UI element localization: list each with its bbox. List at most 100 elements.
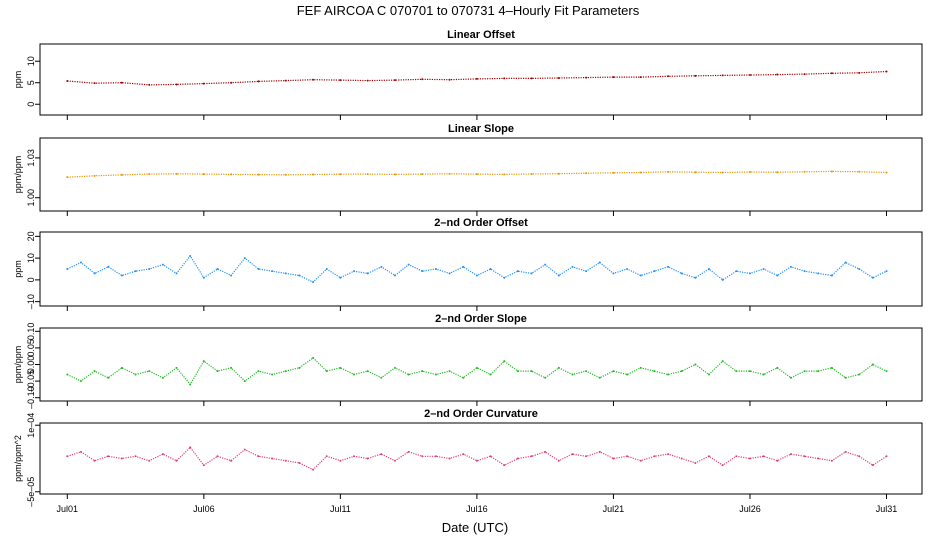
panel-title: 2–nd Order Offset [434,217,528,229]
y-tick-label: –5e–05 [26,477,36,507]
data-point [858,373,861,376]
data-point [475,274,478,277]
data-point [134,270,137,273]
x-axis-label: Date (UTC) [442,520,508,535]
data-point [434,268,437,270]
data-point [380,376,383,379]
data-point [667,170,670,173]
data-point [353,373,356,376]
x-tick-label: Jul31 [876,504,898,514]
data-point [298,274,301,277]
data-point [858,170,861,173]
data-point [339,459,342,462]
data-point [571,265,574,268]
data-point [721,171,724,174]
data-point [393,274,396,277]
data-point [66,80,69,83]
data-point [189,383,192,386]
data-point [885,455,888,458]
panel-4: 2–nd Order Slope ppm/ppm–0.10–0.050.000.0… [13,313,923,409]
data-point [79,380,82,383]
data-point [312,78,315,81]
data-point [708,268,711,270]
data-point [817,272,820,275]
data-point [503,77,506,80]
data-point [830,72,833,75]
plot-frame [39,327,923,402]
data-point [257,173,260,176]
data-point [134,373,137,376]
data-point [434,373,437,376]
data-point [366,79,369,82]
data-point [516,457,519,460]
data-point [612,76,615,79]
y-axis-label: ppm [13,71,23,89]
data-point [407,263,410,266]
data-point [803,455,806,458]
data-point [735,455,738,458]
data-point [721,360,724,363]
plot-frame [39,422,923,495]
data-point [885,171,888,174]
data-point [161,263,164,266]
x-axis: Jul01 Jul06 Jul11 Jul16 Jul21 Jul26 Jul31 [57,504,898,514]
data-point [339,276,342,279]
data-point [721,278,724,281]
data-point [243,380,246,383]
data-point [858,71,861,74]
data-point [202,173,205,176]
data-point [393,366,396,369]
data-point [598,450,601,453]
x-tick-label: Jul01 [57,504,79,514]
data-point [93,272,96,275]
data-point [557,76,560,79]
data-point [858,455,861,458]
data-point [585,172,588,175]
y-tick-label: –0.10 [26,386,36,409]
data-point [366,272,369,275]
data-point [530,77,533,80]
data-point [66,373,69,376]
x-tick-label: Jul06 [193,504,215,514]
data-point [298,461,301,464]
data-point [762,455,765,458]
data-point [694,461,697,464]
data-point [93,82,96,85]
data-point [230,274,233,277]
data-point [489,268,492,270]
data-point [216,268,219,270]
data-point [79,261,82,264]
data-point [776,171,779,174]
x-tick-label: Jul11 [330,504,351,514]
data-point [803,73,806,76]
data-point [817,457,820,460]
data-point [557,172,560,175]
data-point [694,363,697,366]
data-point [216,455,219,458]
data-point [421,173,424,176]
data-point [462,453,465,456]
data-point [571,453,574,456]
data-point [680,457,683,460]
data-point [789,453,792,456]
data-point [257,370,260,373]
data-point [516,370,519,373]
data-point [585,76,588,79]
data-point [175,272,178,275]
data-point [735,370,738,373]
data-point [120,81,123,84]
x-tick-label: Jul16 [466,504,488,514]
data-point [858,268,861,270]
data-point [612,370,615,373]
data-point [107,265,110,268]
data-point [230,81,233,84]
data-point [503,464,506,467]
data-point [475,173,478,176]
data-point [366,173,369,176]
y-tick-label: 1.03 [26,149,36,167]
data-point [475,77,478,80]
data-point [653,270,656,273]
data-point [789,265,792,268]
